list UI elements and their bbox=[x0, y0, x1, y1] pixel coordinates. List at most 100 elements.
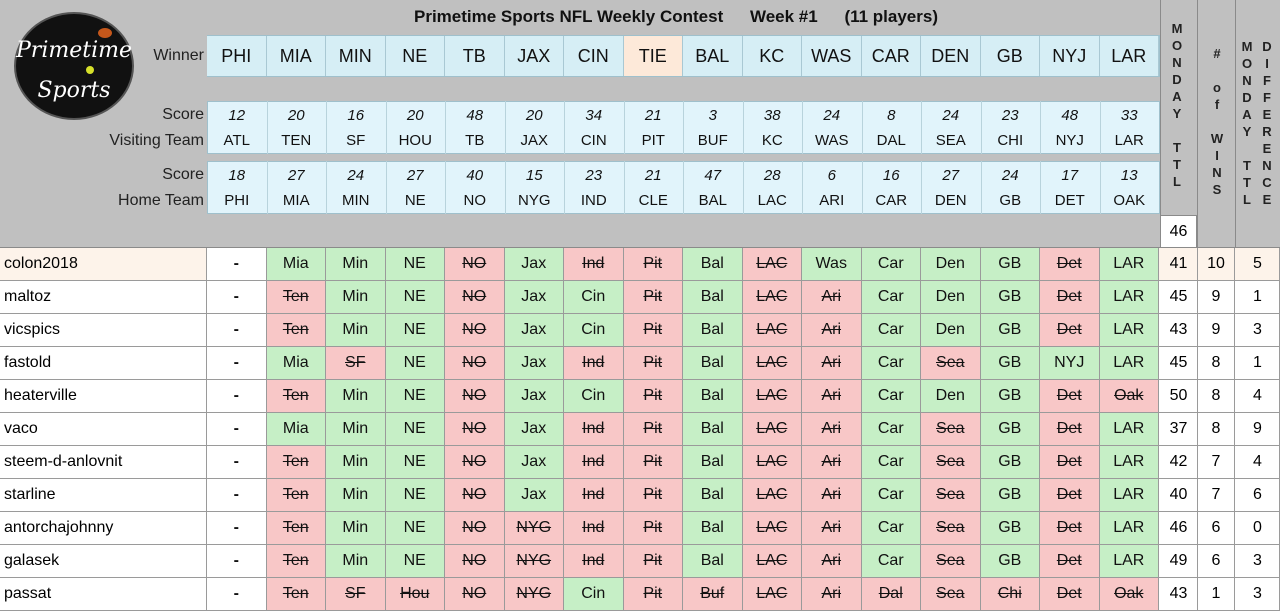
home-team: CAR bbox=[875, 191, 908, 209]
header-letter: D bbox=[1262, 39, 1272, 54]
pick-value: NE bbox=[403, 453, 426, 470]
pick-value: GB bbox=[998, 420, 1022, 437]
header-letter: C bbox=[1262, 175, 1272, 190]
pick-cell: - bbox=[207, 347, 267, 379]
player-row[interactable]: maltoz - Ten Min NE NO Jax Cin Pit Bal LAC Ari Car De… bbox=[0, 281, 1280, 314]
pick-cell: Det bbox=[1040, 413, 1100, 445]
pick-value: - bbox=[233, 453, 239, 470]
pick-value: NE bbox=[403, 321, 426, 338]
player-row[interactable]: colon2018 - Mia Min NE NO Jax Ind Pit Bal LAC Was Ca… bbox=[0, 248, 1280, 281]
column-divider bbox=[504, 101, 506, 154]
pick-cell: Ari bbox=[802, 380, 862, 412]
pick-cell: Ten bbox=[266, 446, 326, 478]
difference-cell: 3 bbox=[1236, 314, 1280, 346]
title-text: Primetime Sports NFL Weekly Contest bbox=[414, 7, 724, 26]
player-row[interactable]: starline - Ten Min NE NO Jax Ind Pit Bal LAC Ari Car… bbox=[0, 479, 1280, 512]
pick-value: GB bbox=[998, 486, 1022, 503]
header-letter: A bbox=[1242, 107, 1252, 122]
pick-value: Cin bbox=[581, 288, 606, 305]
pick-value: LAR bbox=[1113, 453, 1145, 470]
pick-value: Det bbox=[1056, 486, 1082, 503]
right-col-divider-2 bbox=[1235, 0, 1236, 248]
pick-value: Ari bbox=[821, 321, 842, 338]
pick-value: GB bbox=[998, 387, 1022, 404]
pick-cell: GB bbox=[980, 347, 1040, 379]
player-row[interactable]: antorchajohnny - Ten Min NE NO NYG Ind Pit Bal LAC… bbox=[0, 512, 1280, 545]
pick-cell: - bbox=[207, 446, 267, 478]
winner-cell: NE bbox=[385, 36, 445, 76]
header-letter: R bbox=[1262, 124, 1272, 139]
week-label: Week #1 bbox=[749, 7, 818, 26]
pick-value: NYG bbox=[516, 519, 552, 536]
pick-cell: Ari bbox=[802, 446, 862, 478]
player-row[interactable]: vaco - Mia Min NE NO Jax Ind Pit Bal LAC Ari Car Sea G… bbox=[0, 413, 1280, 446]
pick-cell: Car bbox=[861, 314, 921, 346]
home-team: ARI bbox=[819, 191, 845, 209]
pick-cell: LAR bbox=[1099, 347, 1159, 379]
pick-cell: NO bbox=[445, 446, 505, 478]
pick-cell: Pit bbox=[623, 479, 683, 511]
pick-cell: NO bbox=[445, 512, 505, 544]
pick-cell: Min bbox=[326, 380, 386, 412]
visiting-score: 48 bbox=[1061, 106, 1079, 124]
pick-cell: LAC bbox=[742, 578, 802, 610]
pick-value: Ari bbox=[821, 354, 842, 371]
player-row[interactable]: steem-d-anlovnit - Ten Min NE NO Jax Ind Pit Bal L… bbox=[0, 446, 1280, 479]
pick-cell: Car bbox=[861, 281, 921, 313]
pick-cell: NO bbox=[445, 578, 505, 610]
visiting-team: DAL bbox=[876, 131, 906, 149]
pick-cell: LAR bbox=[1099, 512, 1159, 544]
pick-cell: Ind bbox=[564, 545, 624, 577]
pick-value: Car bbox=[877, 519, 904, 536]
player-row[interactable]: fastold - Mia SF NE NO Jax Ind Pit Bal LAC Ari Car Se… bbox=[0, 347, 1280, 380]
wins-cell: 8 bbox=[1198, 413, 1235, 445]
pick-cell: Min bbox=[326, 413, 386, 445]
pick-value: Ten bbox=[282, 486, 309, 503]
pick-value: LAC bbox=[756, 288, 788, 305]
pick-value: Bal bbox=[700, 321, 724, 338]
pick-value: Sea bbox=[936, 354, 965, 371]
pick-value: LAC bbox=[756, 321, 788, 338]
pick-cell: NE bbox=[385, 281, 445, 313]
pick-cell: LAC bbox=[742, 413, 802, 445]
pick-cell: Pit bbox=[623, 578, 683, 610]
player-row[interactable]: heaterville - Ten Min NE NO Jax Cin Pit Bal LAC Ari… bbox=[0, 380, 1280, 413]
wins-header: # o f W I N S bbox=[1205, 45, 1229, 198]
pick-cell: Dal bbox=[861, 578, 921, 610]
pick-cell: NE bbox=[385, 248, 445, 280]
player-name: maltoz bbox=[0, 281, 207, 313]
pick-value: Ari bbox=[821, 288, 842, 305]
player-row[interactable]: galasek - Ten Min NE NO NYG Ind Pit Bal LAC Ari Car S… bbox=[0, 545, 1280, 578]
pick-cell: Bal bbox=[683, 413, 743, 445]
home-score: 6 bbox=[827, 166, 836, 184]
pick-cell: Ari bbox=[802, 281, 862, 313]
monday-total-cell: 46 bbox=[1160, 512, 1198, 544]
winner-cell: CAR bbox=[861, 36, 921, 76]
pick-value: Sea bbox=[936, 519, 965, 536]
pick-value: GB bbox=[998, 453, 1022, 470]
pick-value: Den bbox=[935, 255, 965, 272]
winner-cell: BAL bbox=[683, 36, 743, 76]
pick-cell: Bal bbox=[683, 281, 743, 313]
pick-cell: Was bbox=[802, 248, 862, 280]
pick-cell: Mia bbox=[266, 347, 326, 379]
monday-total-cell: 49 bbox=[1160, 545, 1198, 577]
pick-cell: NE bbox=[385, 380, 445, 412]
pick-cell: Det bbox=[1040, 578, 1100, 610]
pick-value: Ten bbox=[282, 288, 309, 305]
pick-value: Sea bbox=[936, 585, 965, 602]
pick-value: Car bbox=[877, 420, 904, 437]
pick-value: Ari bbox=[821, 585, 842, 602]
pick-value: NO bbox=[462, 354, 487, 371]
player-row[interactable]: vicspics - Ten Min NE NO Jax Cin Pit Bal LAC Ari Car… bbox=[0, 314, 1280, 347]
player-row[interactable]: passat - Ten SF Hou NO NYG Cin Pit Buf LAC Ari Dal Se… bbox=[0, 578, 1280, 611]
pick-cell: LAC bbox=[742, 479, 802, 511]
pick-cell: SF bbox=[326, 347, 386, 379]
pick-value: Jax bbox=[521, 387, 547, 404]
pick-value: Mia bbox=[282, 420, 309, 437]
monday-total-cell: 41 bbox=[1160, 248, 1198, 280]
pick-cell: Pit bbox=[623, 248, 683, 280]
header-letter: L bbox=[1173, 174, 1181, 189]
header-letter: F bbox=[1263, 90, 1271, 105]
pick-value: LAC bbox=[756, 387, 788, 404]
